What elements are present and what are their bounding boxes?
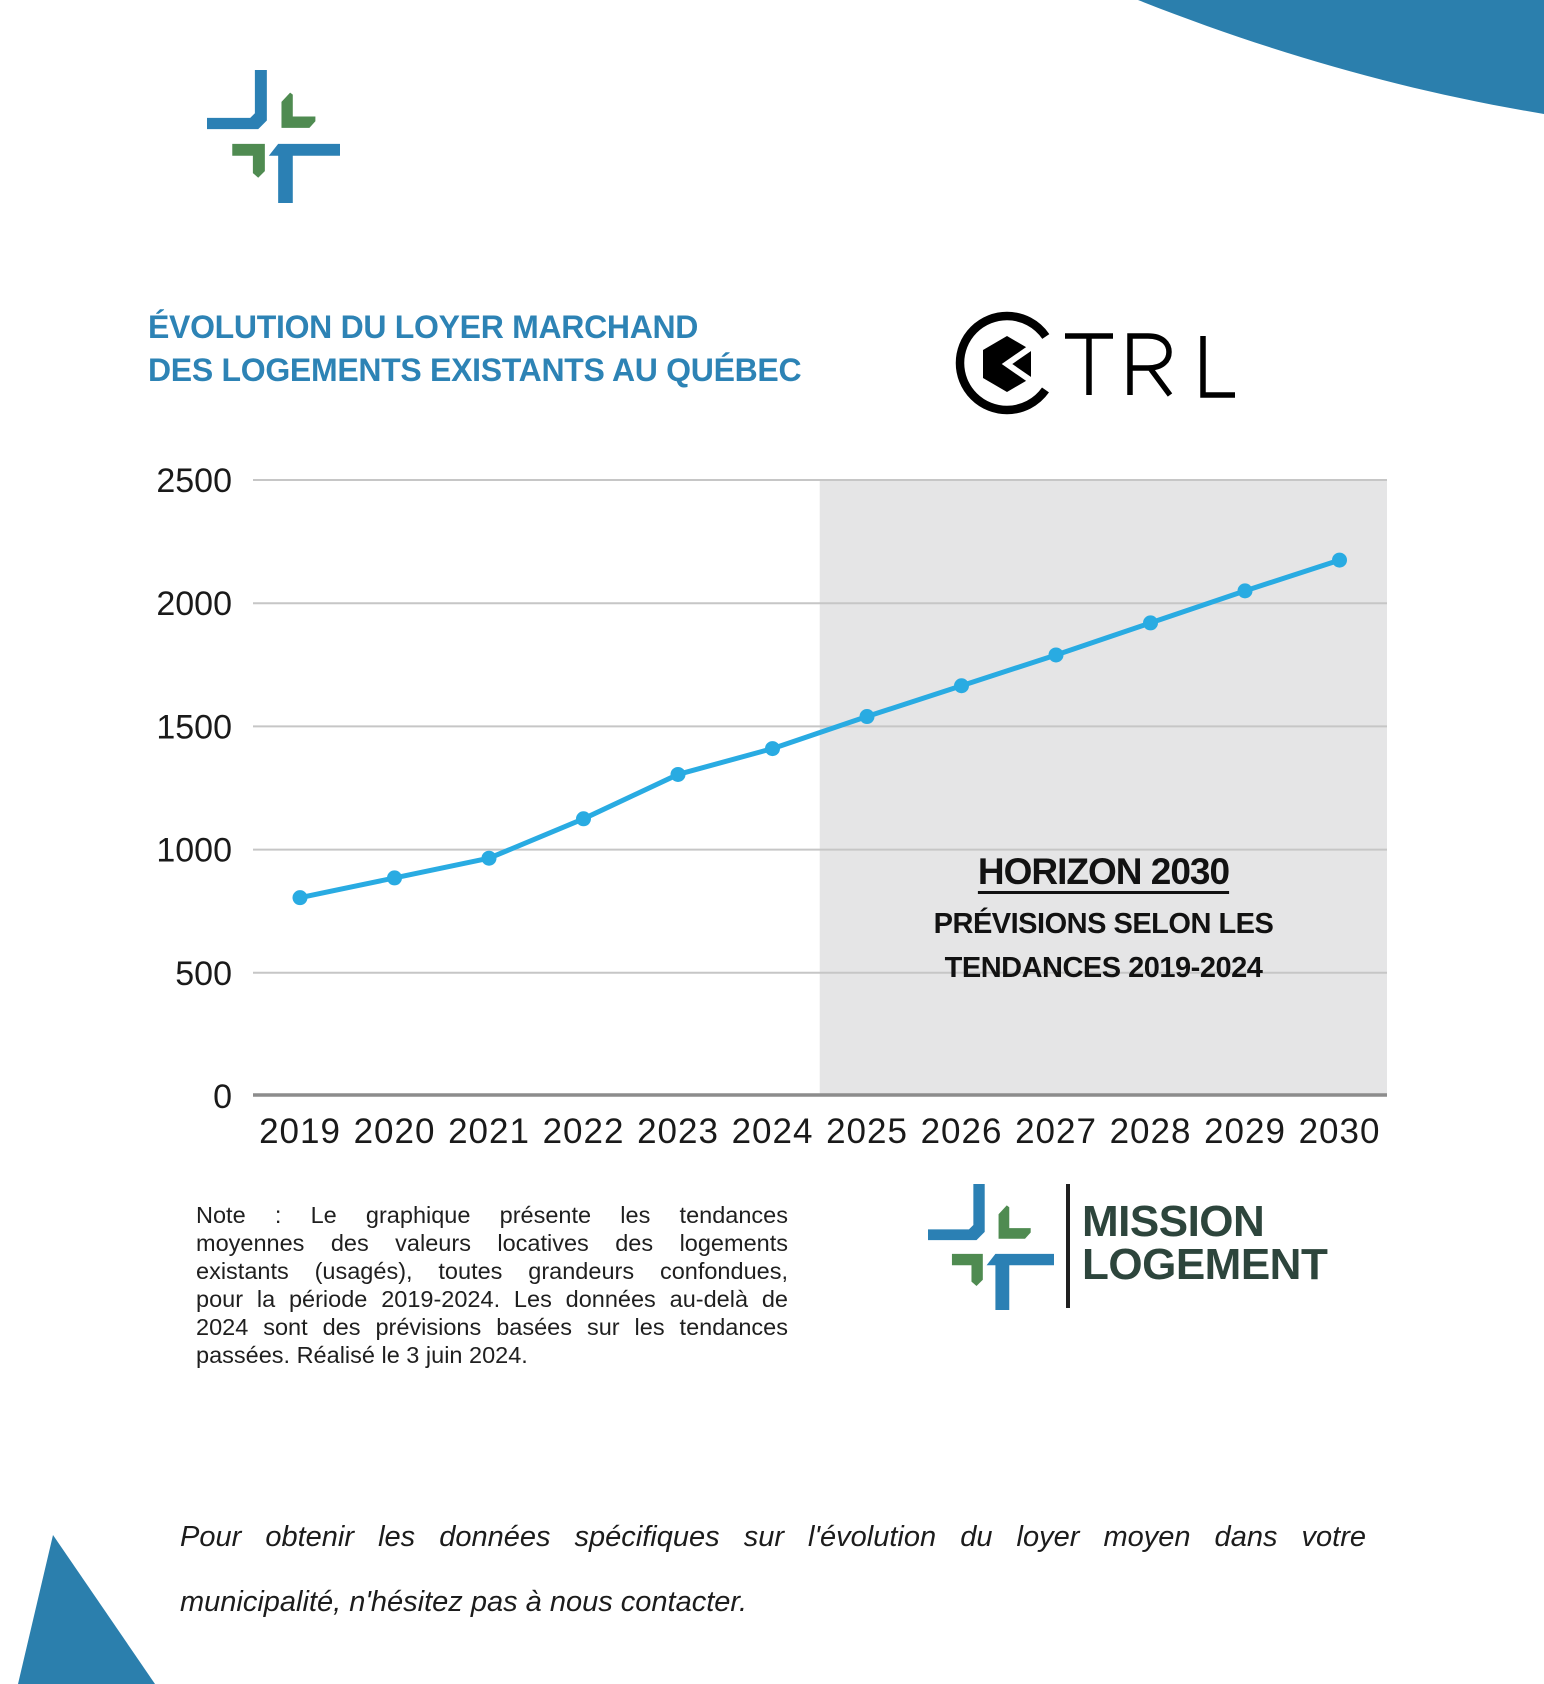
data-point	[859, 709, 875, 725]
ctrl-letters	[1065, 333, 1235, 398]
footer-line: Pour obtenir les données spécifiques sur…	[180, 1521, 1366, 1553]
rent-line	[299, 557, 1341, 901]
x-tick-label: 2026	[921, 1112, 1003, 1151]
x-tick-label: 2025	[826, 1112, 908, 1151]
mission-cross-logo-icon	[928, 1184, 1054, 1310]
x-tick-label: 2027	[1015, 1112, 1097, 1151]
x-tick-label: 2020	[354, 1112, 436, 1151]
y-tick-label: 2500	[156, 462, 232, 500]
forecast-region-bg	[819, 480, 1387, 1094]
forecast-annotation-line3: TENDANCES 2019-2024	[944, 952, 1263, 984]
x-tick-label: 2022	[543, 1112, 625, 1151]
note-line: 2024 sont des prévisions basées sur les …	[196, 1314, 788, 1340]
page-title-line1: ÉVOLUTION DU LOYER MARCHAND	[148, 309, 699, 345]
y-tick-label: 1000	[156, 832, 232, 870]
note-line: existants (usagés), toutes grandeurs con…	[196, 1258, 788, 1284]
methodology-note: Note : Le graphique présente les tendanc…	[196, 1201, 788, 1369]
corner-curve-decoration	[1138, 0, 1544, 114]
footer-line: municipalité, n'hésitez pas à nous conta…	[180, 1586, 748, 1618]
data-point	[292, 890, 308, 906]
forecast-annotation: HORIZON 2030 PRÉVISIONS SELON LES TENDAN…	[820, 851, 1387, 990]
x-tick-label: 2024	[732, 1112, 814, 1151]
y-tick-label: 500	[175, 955, 232, 993]
y-tick-label: 1500	[156, 708, 232, 746]
y-tick-label: 0	[213, 1078, 232, 1116]
contact-footer: Pour obtenir les données spécifiques sur…	[180, 1505, 1366, 1635]
x-tick-label: 2030	[1299, 1112, 1381, 1151]
data-point	[387, 870, 402, 886]
data-point	[1332, 552, 1347, 568]
x-tick-label: 2028	[1110, 1112, 1192, 1151]
x-tick-label: 2019	[259, 1112, 341, 1151]
ctrl-ring-icon	[955, 311, 1059, 415]
note-line: pour la période 2019-2024. Les données a…	[196, 1286, 788, 1312]
note-line: Note : Le graphique présente les tendanc…	[196, 1202, 788, 1228]
mission-logo-divider	[1066, 1184, 1070, 1308]
mission-logo-line1: MISSION	[1082, 1197, 1265, 1246]
x-tick-label: 2023	[637, 1112, 719, 1151]
forecast-annotation-line2: PRÉVISIONS SELON LES	[933, 908, 1274, 940]
x-tick-label: 2021	[448, 1112, 530, 1151]
data-point	[1048, 647, 1064, 663]
note-line: passées. Réalisé le 3 juin 2024.	[196, 1342, 528, 1368]
mission-logo-wordmark: MISSION LOGEMENT	[1082, 1197, 1328, 1289]
data-point	[954, 678, 969, 694]
y-tick-label: 2000	[156, 585, 232, 623]
page-title: ÉVOLUTION DU LOYER MARCHAND DES LOGEMENT…	[148, 306, 868, 392]
data-point	[1143, 615, 1158, 631]
data-point	[765, 741, 780, 757]
data-point	[576, 811, 591, 827]
corner-triangle-decoration	[18, 1535, 155, 1684]
data-point	[670, 766, 686, 782]
page-title-line2: DES LOGEMENTS EXISTANTS AU QUÉBEC	[148, 352, 802, 388]
data-point	[481, 850, 497, 866]
x-tick-label: 2029	[1204, 1112, 1286, 1151]
forecast-annotation-title: HORIZON 2030	[977, 851, 1230, 892]
note-line: moyennes des valeurs locatives des logem…	[196, 1230, 788, 1256]
mission-logo-line2: LOGEMENT	[1082, 1240, 1328, 1289]
data-point	[1237, 583, 1253, 599]
ctrl-logo	[955, 311, 1235, 415]
